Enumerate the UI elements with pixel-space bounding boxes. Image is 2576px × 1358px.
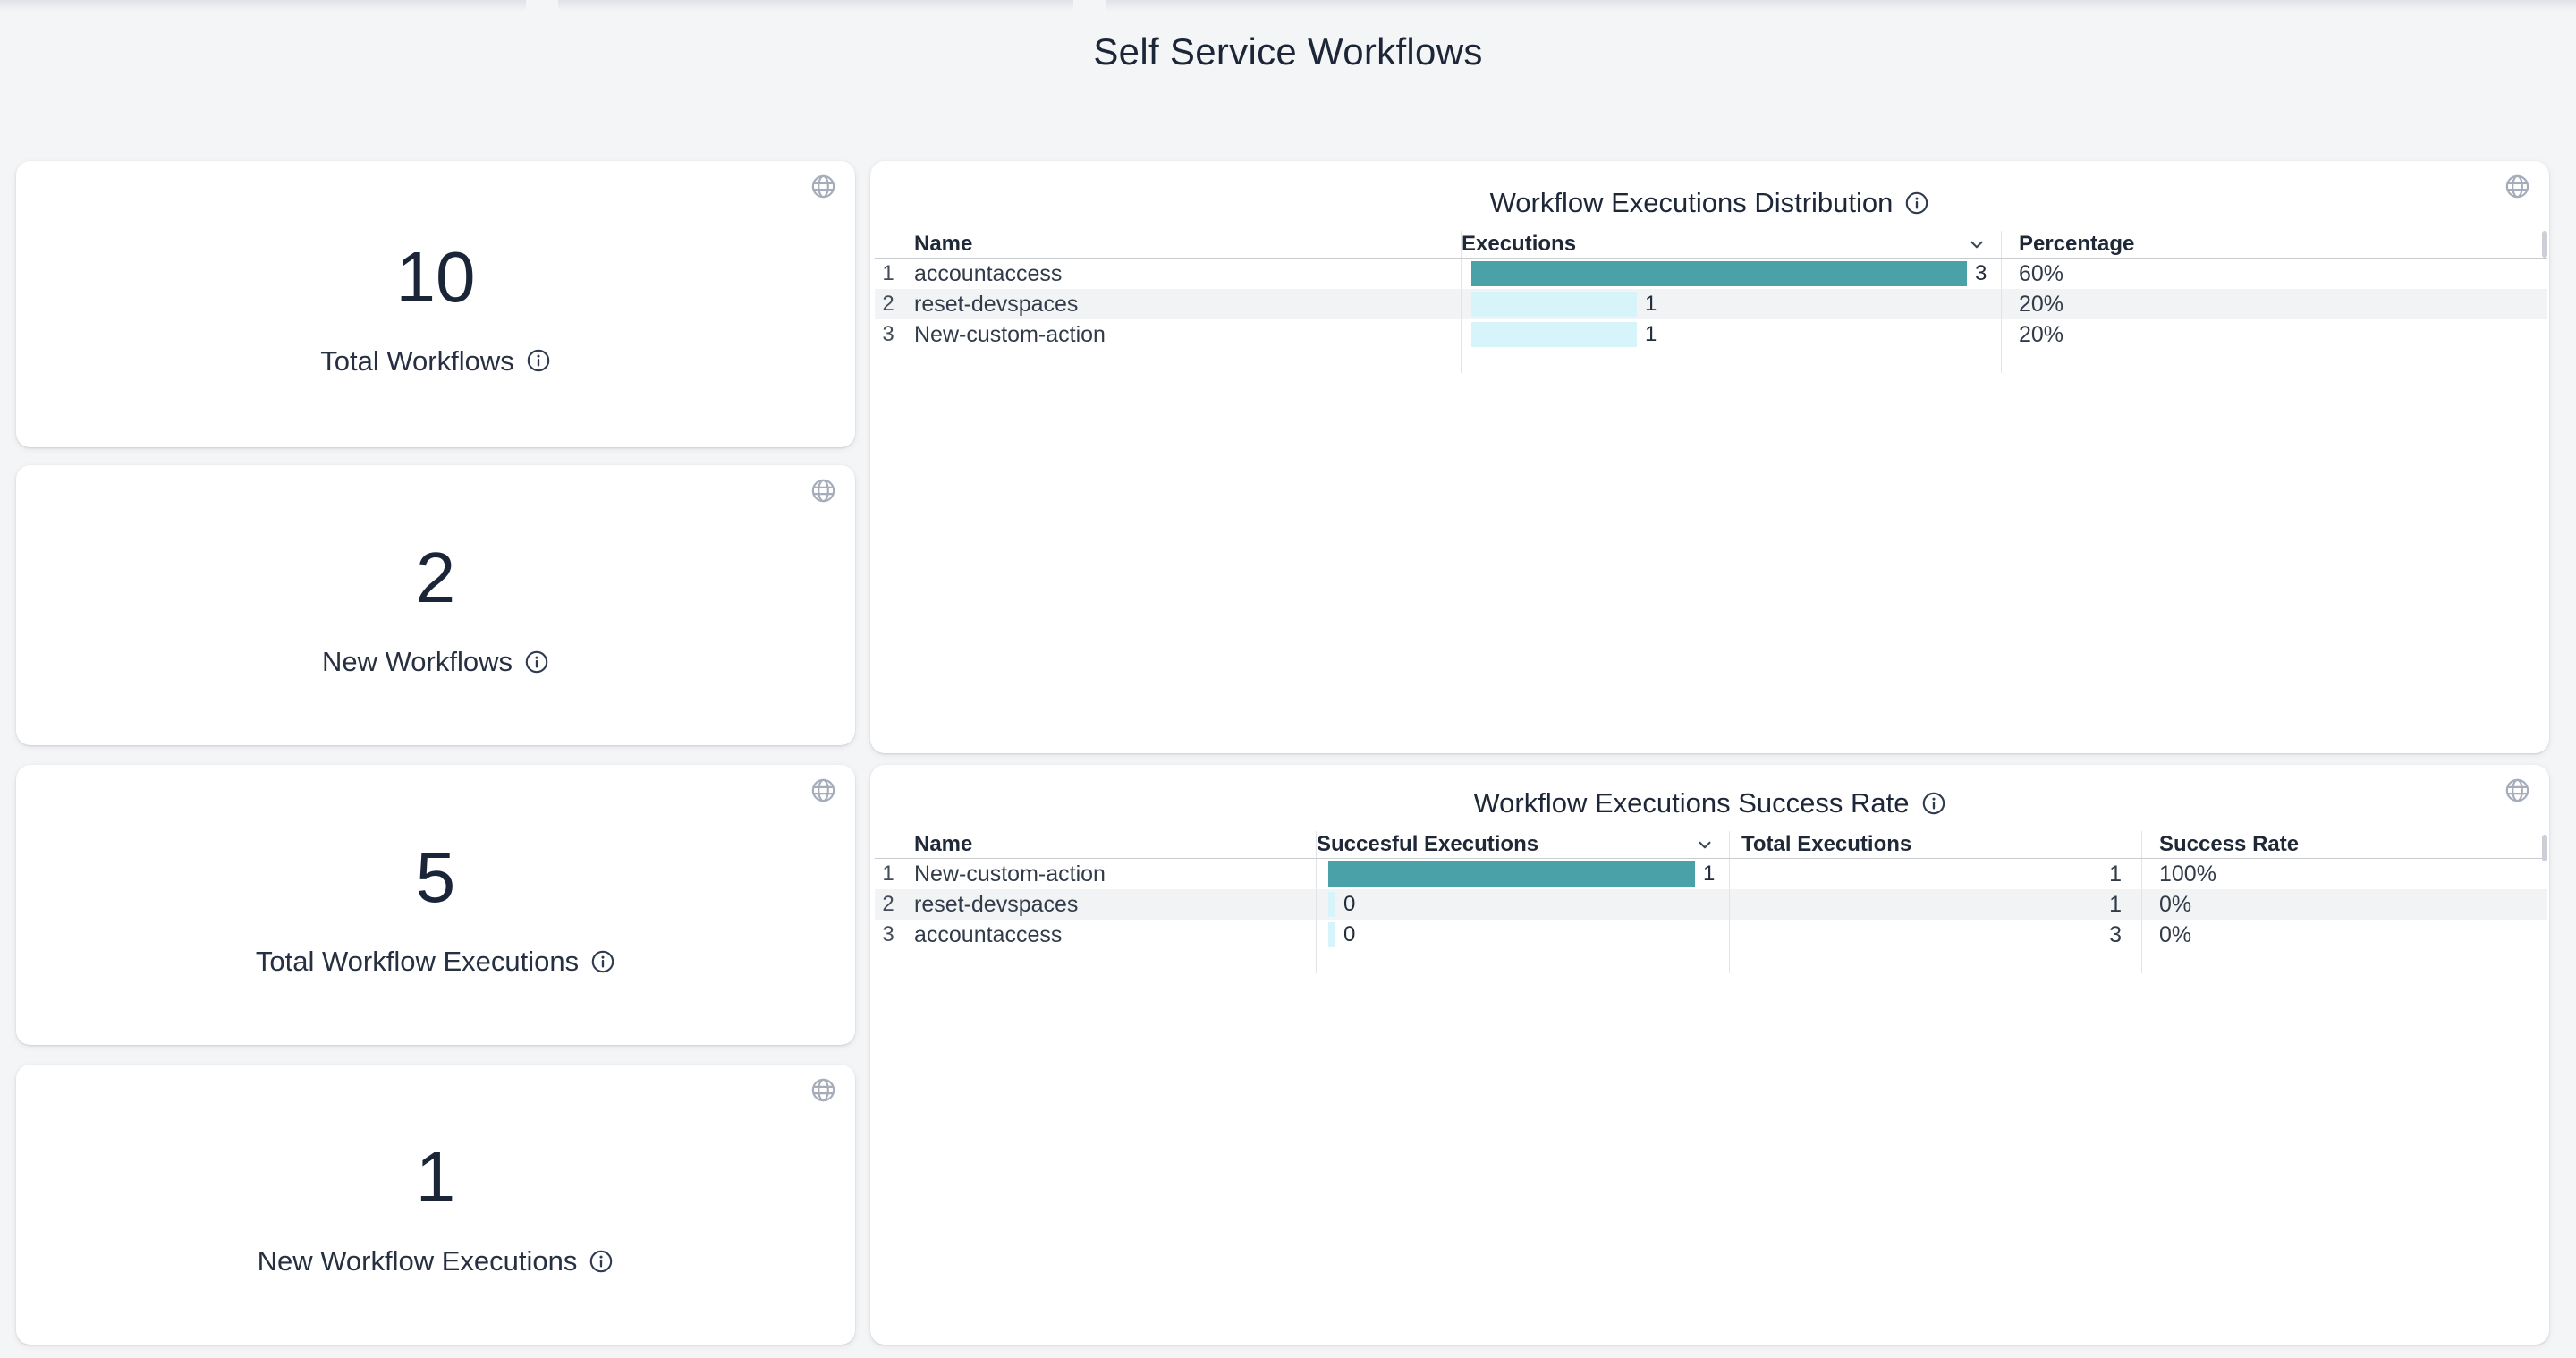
header-index	[875, 231, 902, 258]
globe-icon[interactable]	[809, 1076, 837, 1104]
table-row: 3 accountaccess 0 3 0%	[875, 920, 2547, 950]
top-scroll-shadow	[0, 0, 526, 12]
table-spacer	[875, 350, 2547, 373]
successful-value: 0	[1343, 892, 1356, 916]
chevron-down-icon[interactable]	[1965, 233, 1988, 256]
successful-value: 0	[1343, 922, 1356, 946]
executions-value: 1	[1645, 292, 1657, 316]
row-index: 3	[882, 922, 894, 946]
panel-workflow-executions-distribution: Workflow Executions Distribution Name Ex…	[870, 161, 2549, 753]
scrollbar-thumb[interactable]	[2542, 231, 2547, 258]
globe-icon[interactable]	[809, 173, 837, 200]
executions-bar-cell: 3	[1461, 259, 2001, 289]
row-index: 1	[882, 861, 894, 886]
metric-value: 1	[415, 1137, 456, 1217]
metric-label: Total Workflow Executions	[255, 946, 580, 977]
info-icon[interactable]	[589, 1249, 614, 1274]
row-name: accountaccess	[902, 920, 1316, 950]
executions-value: 3	[1975, 261, 1987, 285]
info-icon[interactable]	[524, 649, 549, 675]
row-total-executions: 3	[1729, 920, 2141, 950]
table-row: 1 accountaccess 3 60%	[875, 259, 2547, 289]
info-icon[interactable]	[1921, 791, 1946, 816]
row-total-executions: 1	[1729, 859, 2141, 889]
table-row: 2 reset-devspaces 0 1 0%	[875, 889, 2547, 920]
row-success-rate: 100%	[2141, 859, 2547, 889]
distribution-table: Name Executions Percentage 1 accountacce…	[875, 231, 2547, 373]
row-index: 2	[882, 892, 894, 916]
successful-value: 1	[1703, 861, 1716, 886]
executions-bar	[1471, 261, 1967, 286]
executions-bar-cell: 1	[1461, 289, 2001, 319]
header-successful-executions[interactable]: Succesful Executions	[1316, 831, 1729, 858]
panel-title: Workflow Executions Success Rate	[1473, 787, 1910, 819]
successful-executions-bar	[1328, 892, 1335, 917]
header-index	[875, 831, 902, 858]
globe-icon[interactable]	[2504, 777, 2531, 804]
executions-bar-cell: 1	[1461, 319, 2001, 350]
row-index: 1	[882, 261, 894, 285]
header-percentage[interactable]: Percentage	[2001, 231, 2547, 258]
successful-executions-bar	[1328, 861, 1695, 887]
header-name[interactable]: Name	[902, 831, 1316, 858]
panel-title: Workflow Executions Distribution	[1489, 187, 1894, 218]
page-title: Self Service Workflows	[1093, 30, 1483, 72]
table-spacer	[875, 950, 2547, 973]
globe-icon[interactable]	[809, 477, 837, 505]
table-header-row: Name Succesful Executions Total Executio…	[875, 831, 2547, 859]
panel-workflow-executions-success-rate: Workflow Executions Success Rate Name Su…	[870, 765, 2549, 1345]
top-scroll-shadow	[558, 0, 1073, 12]
row-name: reset-devspaces	[902, 889, 1316, 920]
info-icon[interactable]	[590, 949, 615, 974]
table-row: 2 reset-devspaces 1 20%	[875, 289, 2547, 319]
row-percentage: 20%	[2001, 319, 2547, 350]
globe-icon[interactable]	[2504, 173, 2531, 200]
row-total-executions: 1	[1729, 889, 2141, 920]
successful-bar-cell: 1	[1316, 859, 1729, 889]
metric-card-total-workflows: 10 Total Workflows	[16, 161, 855, 447]
executions-bar	[1471, 292, 1637, 317]
row-index: 2	[882, 292, 894, 316]
row-name: New-custom-action	[902, 859, 1316, 889]
globe-icon[interactable]	[809, 777, 837, 804]
metric-value: 10	[395, 236, 476, 317]
scrollbar-thumb[interactable]	[2542, 835, 2547, 861]
row-success-rate: 0%	[2141, 889, 2547, 920]
row-index: 3	[882, 322, 894, 346]
chevron-down-icon[interactable]	[1693, 833, 1716, 856]
row-name: reset-devspaces	[902, 289, 1461, 319]
metric-label: New Workflow Executions	[257, 1245, 578, 1277]
header-name[interactable]: Name	[902, 231, 1461, 258]
metric-value: 5	[415, 837, 456, 917]
header-success-rate[interactable]: Success Rate	[2141, 831, 2547, 858]
top-scroll-shadow	[1106, 0, 2576, 12]
table-row: 3 New-custom-action 1 20%	[875, 319, 2547, 350]
metric-card-total-workflow-executions: 5 Total Workflow Executions	[16, 765, 855, 1045]
row-name: accountaccess	[902, 259, 1461, 289]
executions-bar	[1471, 322, 1637, 347]
success-rate-table: Name Succesful Executions Total Executio…	[875, 831, 2547, 973]
metric-label: Total Workflows	[320, 344, 514, 377]
row-percentage: 60%	[2001, 259, 2547, 289]
successful-executions-bar	[1328, 922, 1335, 947]
row-success-rate: 0%	[2141, 920, 2547, 950]
header-executions[interactable]: Executions	[1461, 231, 2001, 258]
metric-card-new-workflow-executions: 1 New Workflow Executions	[16, 1065, 855, 1345]
row-name: New-custom-action	[902, 319, 1461, 350]
table-row: 1 New-custom-action 1 1 100%	[875, 859, 2547, 889]
table-header-row: Name Executions Percentage	[875, 231, 2547, 259]
header-total-executions[interactable]: Total Executions	[1729, 831, 2141, 858]
successful-bar-cell: 0	[1316, 889, 1729, 920]
info-icon[interactable]	[526, 348, 551, 373]
metric-label: New Workflows	[321, 646, 513, 677]
executions-value: 1	[1645, 322, 1657, 346]
info-icon[interactable]	[1904, 191, 1929, 216]
row-percentage: 20%	[2001, 289, 2547, 319]
metric-card-new-workflows: 2 New Workflows	[16, 465, 855, 745]
metric-value: 2	[415, 538, 456, 617]
successful-bar-cell: 0	[1316, 920, 1729, 950]
